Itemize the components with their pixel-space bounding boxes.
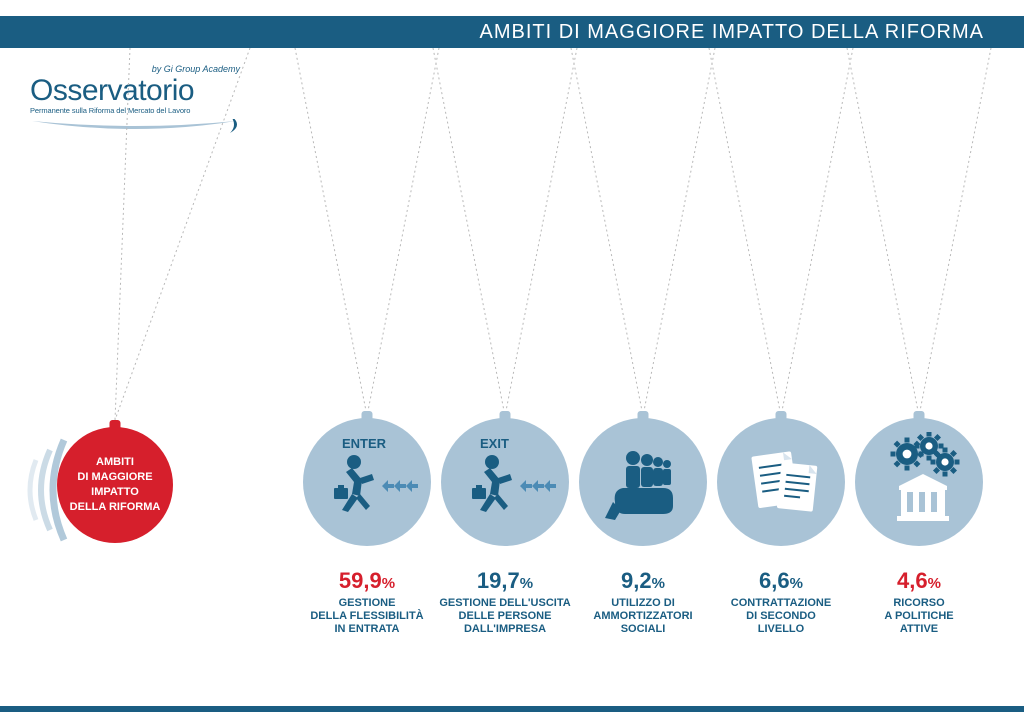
pendulum-ball	[855, 418, 983, 546]
desc-line: DELLE PERSONE	[435, 610, 575, 623]
desc-line: RICORSO	[849, 597, 989, 610]
desc-line: DELLA FLESSIBILITÀ	[297, 610, 437, 623]
desc-line: GESTIONE	[297, 597, 437, 610]
pct-desc: RICORSOA POLITICHEATTIVE	[849, 597, 989, 637]
desc-line: GESTIONE DELL'USCITA	[435, 597, 575, 610]
pct-value: 9,2%	[573, 568, 713, 594]
pendulum-label: 59,9% GESTIONEDELLA FLESSIBILITÀIN ENTRA…	[297, 568, 437, 637]
pendulum-ball: ENTER	[303, 418, 431, 546]
desc-line: IN ENTRATA	[297, 623, 437, 636]
pct-desc: GESTIONE DELL'USCITADELLE PERSONEDALL'IM…	[435, 597, 575, 637]
documents-icon	[733, 432, 829, 533]
desc-line: ATTIVE	[849, 623, 989, 636]
pct-desc: GESTIONEDELLA FLESSIBILITÀIN ENTRATA	[297, 597, 437, 637]
pendulum-ball: EXIT	[441, 418, 569, 546]
logo-byline: by Gi Group Academy	[30, 64, 250, 74]
desc-line: DALL'IMPRESA	[435, 623, 575, 636]
logo-subtitle: Permanente sulla Riforma del Mercato del…	[30, 106, 250, 115]
red-ball-line: IMPATTO	[91, 485, 139, 500]
hand-people-icon	[595, 432, 691, 533]
desc-line: DI SECONDO	[711, 610, 851, 623]
pendulum-label: 9,2% UTILIZZO DIAMMORTIZZATORISOCIALI	[573, 568, 713, 637]
svg-text:ENTER: ENTER	[342, 436, 387, 451]
desc-line: UTILIZZO DI	[573, 597, 713, 610]
desc-line: LIVELLO	[711, 623, 851, 636]
pendulum-label: 4,6% RICORSOA POLITICHEATTIVE	[849, 568, 989, 637]
pendulum-label: 19,7% GESTIONE DELL'USCITADELLE PERSONED…	[435, 568, 575, 637]
pct-value: 59,9%	[297, 568, 437, 594]
pendulum-label: 6,6% CONTRATTAZIONEDI SECONDOLIVELLO	[711, 568, 851, 637]
pendulum-ball	[717, 418, 845, 546]
pendulum-ball	[579, 418, 707, 546]
pct-desc: UTILIZZO DIAMMORTIZZATORISOCIALI	[573, 597, 713, 637]
red-ball-line: DI MAGGIORE	[77, 470, 152, 485]
desc-line: CONTRATTAZIONE	[711, 597, 851, 610]
svg-text:EXIT: EXIT	[480, 436, 509, 451]
enter-icon: ENTER	[312, 432, 422, 533]
exit-icon: EXIT	[450, 432, 560, 533]
logo-block: by Gi Group Academy Osservatorio Permane…	[30, 64, 250, 138]
logo-main: Osservatorio	[30, 76, 250, 106]
logo-swoosh-icon	[30, 119, 240, 133]
desc-line: AMMORTIZZATORI	[573, 610, 713, 623]
pendulums-row: AMBITI DI MAGGIORE IMPATTO DELLA RIFORMA…	[0, 418, 1024, 578]
red-ball-line: AMBITI	[96, 455, 134, 470]
header-bar: AMBITI DI MAGGIORE IMPATTO DELLA RIFORMA	[0, 16, 1024, 48]
header-title: AMBITI DI MAGGIORE IMPATTO DELLA RIFORMA	[479, 21, 984, 44]
pct-value: 19,7%	[435, 568, 575, 594]
footer-bar	[0, 706, 1024, 712]
pct-value: 6,6%	[711, 568, 851, 594]
red-ball: AMBITI DI MAGGIORE IMPATTO DELLA RIFORMA	[57, 427, 173, 543]
desc-line: A POLITICHE	[849, 610, 989, 623]
pct-desc: CONTRATTAZIONEDI SECONDOLIVELLO	[711, 597, 851, 637]
red-ball-line: DELLA RIFORMA	[70, 500, 161, 515]
desc-line: SOCIALI	[573, 623, 713, 636]
building-gears-icon	[869, 432, 969, 533]
pct-value: 4,6%	[849, 568, 989, 594]
